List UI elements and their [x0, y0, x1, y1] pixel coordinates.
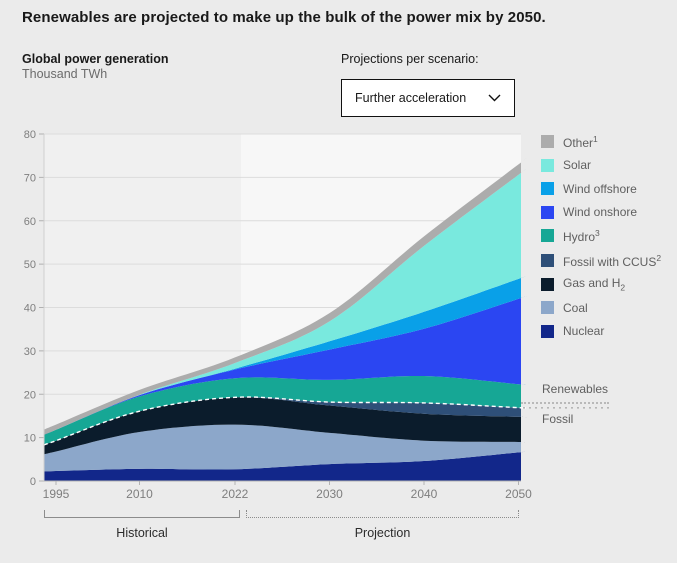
legend-group-renewables: Other1 Solar Wind offshore Wind onshore Hydr… [541, 133, 671, 244]
legend-item-fossil-with-ccus: Fossil with CCUS2 [541, 252, 671, 269]
legend-label: Fossil with CCUS2 [563, 252, 662, 269]
legend-swatch-icon [541, 277, 554, 291]
legend-swatch-icon [541, 254, 554, 267]
legend-swatch-icon [541, 135, 554, 148]
fossil-group-label: Fossil [542, 412, 574, 426]
area-wind-offshore [44, 276, 527, 435]
area-coal [44, 424, 527, 472]
legend-item-nuclear: Nuclear [541, 324, 671, 338]
chart-legend: Other1 Solar Wind offshore Wind onshore Hydr… [541, 133, 671, 348]
legend-swatch-icon [541, 182, 554, 195]
legend-swatch-icon [541, 301, 554, 314]
legend-label: Solar [563, 158, 592, 172]
legend-label: Wind onshore [563, 205, 638, 219]
legend-item-solar: Solar [541, 158, 671, 172]
area-fossil-with-ccus [44, 397, 527, 445]
area-wind-onshore [44, 296, 527, 435]
legend-label: Nuclear [563, 324, 605, 338]
scenario-label: Projections per scenario: [341, 52, 479, 66]
chevron-down-icon [488, 94, 501, 102]
area-nuclear [44, 451, 527, 481]
y-tick-label: 30 [24, 346, 36, 358]
legend-label: Wind offshore [563, 181, 637, 196]
legend-swatch-icon [541, 229, 554, 242]
chart-title: Global power generation [22, 52, 169, 66]
legend-swatch-icon [541, 324, 554, 338]
y-tick-label: 50 [24, 259, 36, 271]
x-tick-label: 2010 [126, 487, 153, 501]
area-hydro [44, 376, 527, 445]
x-tick-label: 1995 [43, 487, 70, 501]
y-tick-label: 20 [24, 389, 36, 401]
y-tick-label: 10 [24, 433, 36, 445]
chart-unit-label: Thousand TWh [22, 67, 108, 81]
projection-label: Projection [354, 526, 411, 540]
renewables-fossil-divider [521, 402, 609, 404]
x-tick-label: 2030 [316, 487, 343, 501]
historical-label: Historical [116, 526, 168, 540]
scenario-selected-value: Further acceleration [355, 91, 467, 105]
y-tick-label: 0 [30, 476, 36, 488]
projection-bracket [246, 510, 519, 518]
x-tick-label: 2050 [505, 487, 532, 501]
legend-label: Gas and H2 [563, 275, 626, 293]
legend-item-wind-offshore: Wind offshore [541, 181, 671, 196]
legend-item-wind-onshore: Wind onshore [541, 205, 671, 219]
legend-label: Coal [563, 300, 588, 315]
y-tick-label: 40 [24, 303, 36, 315]
legend-item-other: Other1 [541, 133, 671, 150]
y-tick-label: 80 [24, 129, 36, 141]
legend-item-coal: Coal [541, 300, 671, 315]
area-gas-and-h2 [44, 397, 527, 455]
y-tick-label: 70 [24, 172, 36, 184]
renewables-fossil-separator [43, 396, 527, 446]
scenario-dropdown[interactable]: Further acceleration [341, 79, 515, 117]
y-tick-label: 60 [24, 216, 36, 228]
legend-item-gas-and-h2: Gas and H2 [541, 275, 671, 293]
x-tick-label: 2022 [222, 487, 249, 501]
legend-label: Hydro3 [563, 227, 600, 244]
historical-bracket [44, 510, 240, 518]
legend-label: Other1 [563, 133, 598, 150]
area-solar [44, 168, 527, 435]
legend-swatch-icon [541, 158, 554, 172]
renewables-group-label: Renewables [542, 382, 609, 396]
x-tick-label: 2040 [411, 487, 438, 501]
legend-swatch-icon [541, 205, 554, 219]
legend-item-hydro: Hydro3 [541, 227, 671, 244]
page-title: Renewables are projected to make up the … [22, 9, 546, 26]
legend-group-fossil: Fossil with CCUS2 Gas and H2 Coal Nuclear [541, 252, 671, 338]
